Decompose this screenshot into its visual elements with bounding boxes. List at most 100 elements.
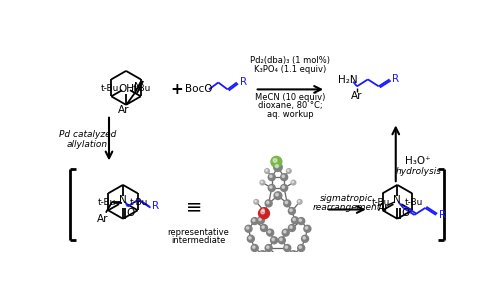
Text: Ar: Ar — [118, 105, 130, 115]
Text: representative: representative — [167, 228, 229, 237]
Circle shape — [245, 225, 252, 232]
Text: dioxane, 80 °C;: dioxane, 80 °C; — [258, 101, 322, 110]
Text: hydrolysis: hydrolysis — [396, 166, 442, 175]
Circle shape — [286, 169, 291, 173]
Circle shape — [302, 235, 308, 242]
Circle shape — [255, 200, 256, 202]
Circle shape — [285, 201, 288, 204]
Circle shape — [288, 170, 289, 171]
Text: rearrangement: rearrangement — [313, 203, 381, 213]
Circle shape — [265, 245, 272, 252]
Circle shape — [261, 181, 262, 183]
Circle shape — [298, 218, 304, 224]
Circle shape — [260, 208, 268, 215]
Circle shape — [251, 218, 258, 224]
Text: aq. workup: aq. workup — [267, 110, 314, 119]
Circle shape — [265, 200, 272, 207]
Circle shape — [254, 200, 258, 204]
Circle shape — [298, 200, 300, 202]
Circle shape — [251, 245, 258, 252]
Circle shape — [282, 175, 284, 177]
Text: ≡: ≡ — [186, 198, 202, 217]
Circle shape — [262, 226, 264, 228]
Text: H₂N: H₂N — [338, 75, 357, 85]
Circle shape — [276, 193, 278, 196]
Text: t-Bu: t-Bu — [404, 198, 422, 207]
Circle shape — [266, 201, 269, 204]
Circle shape — [248, 235, 254, 242]
Circle shape — [266, 246, 269, 248]
Text: MeCN (10 equiv): MeCN (10 equiv) — [255, 93, 326, 102]
Circle shape — [279, 257, 289, 267]
Circle shape — [268, 174, 275, 181]
Circle shape — [258, 217, 264, 224]
Circle shape — [270, 186, 272, 188]
Circle shape — [270, 175, 272, 177]
Circle shape — [260, 180, 265, 185]
Text: O: O — [126, 208, 135, 218]
Text: Ar: Ar — [351, 91, 363, 101]
Text: N: N — [394, 195, 401, 205]
Circle shape — [271, 156, 282, 167]
Text: t-Bu: t-Bu — [130, 198, 148, 207]
Text: OH: OH — [118, 84, 134, 94]
Circle shape — [268, 185, 275, 191]
Circle shape — [243, 253, 248, 258]
Text: Ar: Ar — [378, 203, 389, 213]
Circle shape — [292, 217, 298, 224]
Text: Pd₂(dba)₃ (1 mol%): Pd₂(dba)₃ (1 mol%) — [250, 56, 330, 65]
Circle shape — [280, 185, 287, 191]
Circle shape — [308, 253, 313, 258]
Circle shape — [284, 231, 286, 233]
Text: allylation: allylation — [66, 140, 108, 149]
Text: intermediate: intermediate — [171, 236, 226, 245]
Circle shape — [262, 209, 264, 211]
Text: t-Bu: t-Bu — [100, 84, 119, 93]
Circle shape — [290, 226, 292, 228]
Circle shape — [280, 238, 282, 241]
Text: R: R — [392, 74, 400, 84]
Circle shape — [248, 237, 251, 239]
Circle shape — [291, 180, 296, 185]
Text: t-Bu: t-Bu — [133, 84, 152, 93]
Text: BocO: BocO — [185, 84, 212, 95]
Text: sigmatropic: sigmatropic — [320, 194, 374, 203]
Text: O: O — [401, 208, 409, 218]
Circle shape — [260, 224, 268, 231]
Text: R: R — [240, 78, 246, 87]
Text: R: R — [438, 210, 446, 220]
Circle shape — [299, 246, 302, 248]
Circle shape — [280, 174, 287, 181]
Circle shape — [274, 163, 282, 171]
Circle shape — [293, 218, 296, 221]
Circle shape — [290, 251, 297, 258]
Circle shape — [304, 225, 311, 232]
Circle shape — [288, 208, 296, 215]
Circle shape — [266, 170, 268, 171]
Circle shape — [273, 158, 277, 162]
Circle shape — [284, 200, 290, 207]
Circle shape — [298, 200, 302, 204]
Text: Pd catalyzed: Pd catalyzed — [58, 130, 116, 139]
Text: H₃O⁺: H₃O⁺ — [404, 156, 430, 166]
Circle shape — [270, 237, 278, 244]
Circle shape — [288, 224, 296, 231]
Circle shape — [282, 186, 284, 188]
Circle shape — [303, 237, 306, 239]
Circle shape — [265, 169, 270, 173]
Circle shape — [290, 209, 292, 211]
Circle shape — [284, 245, 290, 252]
Circle shape — [266, 229, 274, 236]
Text: K₃PO₄ (1.1 equiv): K₃PO₄ (1.1 equiv) — [254, 65, 326, 74]
Circle shape — [298, 245, 304, 252]
Circle shape — [244, 254, 246, 256]
Circle shape — [260, 210, 264, 214]
Text: R: R — [152, 201, 159, 211]
Circle shape — [246, 227, 249, 229]
Circle shape — [259, 251, 266, 258]
Circle shape — [258, 208, 270, 219]
Circle shape — [278, 237, 285, 244]
Circle shape — [268, 231, 270, 233]
Text: N: N — [134, 82, 141, 92]
Text: t-Bu: t-Bu — [98, 198, 116, 207]
